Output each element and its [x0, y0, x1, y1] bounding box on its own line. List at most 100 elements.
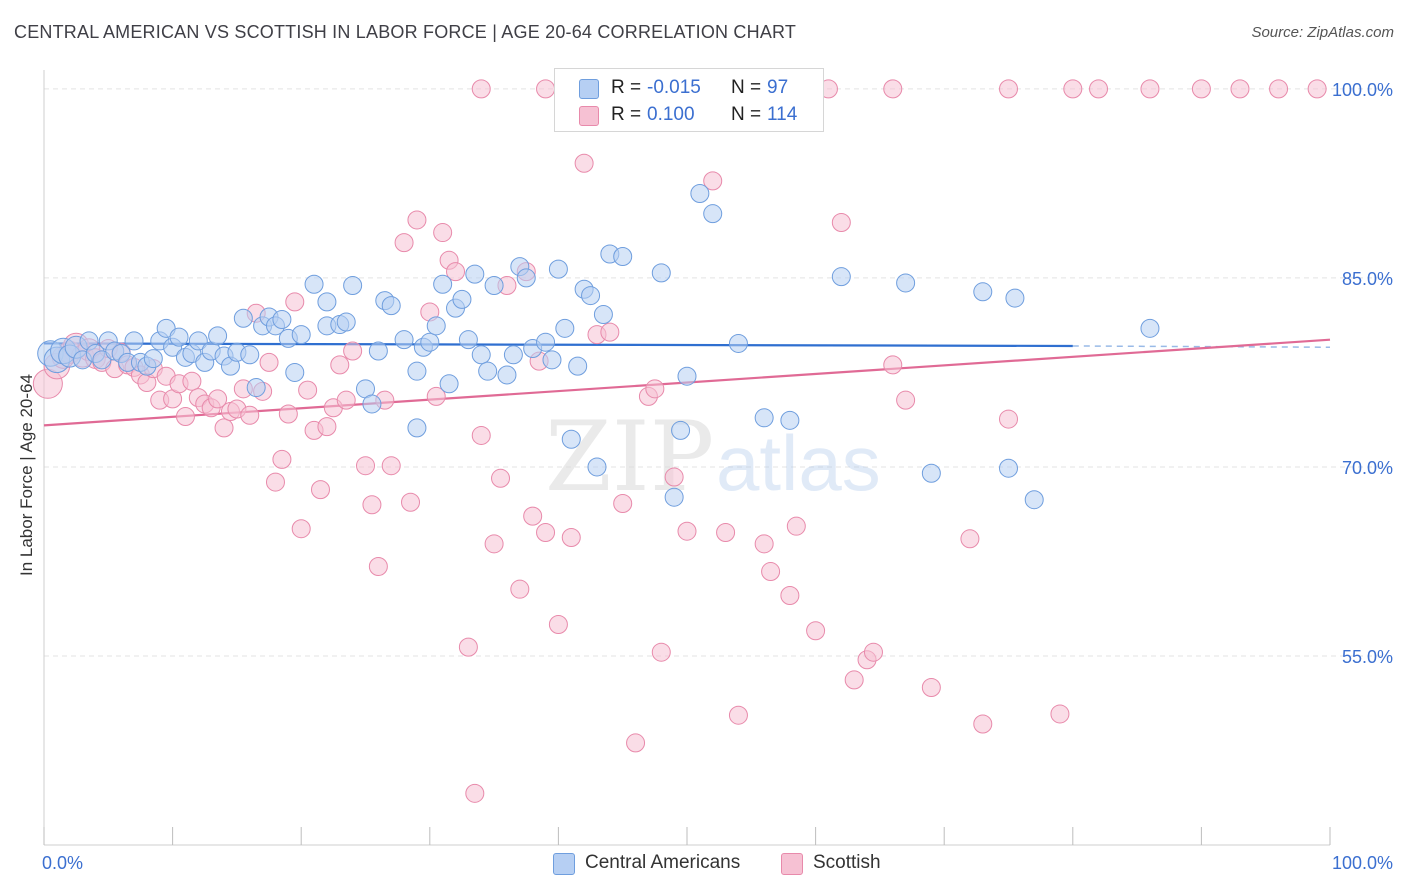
point-scottish — [921, 677, 941, 697]
point-scottish — [1269, 79, 1289, 99]
chart-title: CENTRAL AMERICAN VS SCOTTISH IN LABOR FO… — [14, 22, 797, 42]
point-scottish — [401, 492, 421, 512]
point-scottish — [278, 404, 298, 424]
point-scottish — [208, 389, 228, 409]
point-central-american — [671, 420, 691, 440]
correlation-legend: R = -0.015 N = 97 R = 0.100 N = 114 — [554, 68, 824, 132]
point-central-american — [478, 361, 498, 381]
point-central-american — [452, 289, 472, 309]
legend-label: Central Americans — [585, 852, 741, 873]
point-scottish — [407, 210, 427, 230]
point-scottish — [999, 409, 1018, 429]
point-scottish — [1089, 79, 1109, 99]
point-central-american — [458, 330, 478, 350]
point-scottish — [536, 79, 556, 99]
point-scottish — [465, 783, 485, 803]
point-scottish — [716, 522, 736, 542]
point-central-american — [921, 463, 941, 483]
point-scottish — [960, 529, 980, 549]
point-central-american — [548, 259, 568, 279]
point-scottish — [561, 528, 581, 548]
point-central-american — [516, 268, 536, 288]
point-scottish — [433, 223, 453, 243]
point-scottish — [754, 534, 774, 554]
point-scottish — [175, 407, 195, 427]
point-central-american — [246, 378, 266, 398]
legend-swatch-pink — [781, 853, 803, 875]
y-tick-label: 55.0% — [1342, 647, 1393, 667]
point-central-american — [407, 418, 427, 438]
point-scottish — [240, 405, 260, 425]
point-scottish — [484, 534, 504, 554]
point-scottish — [285, 292, 305, 312]
point-scottish — [381, 456, 401, 476]
point-scottish — [831, 212, 851, 232]
legend-swatch-blue — [553, 853, 575, 875]
point-scottish — [1230, 79, 1250, 99]
point-scottish — [1140, 79, 1160, 99]
point-central-american — [143, 349, 163, 369]
point-scottish — [310, 480, 330, 500]
point-scottish — [600, 322, 620, 342]
legend-r-value: 0.100 — [647, 104, 695, 125]
point-scottish — [844, 670, 864, 690]
point-central-american — [188, 331, 208, 351]
point-central-american — [896, 273, 916, 293]
point-scottish — [677, 521, 697, 541]
point-scottish — [1191, 79, 1211, 99]
point-scottish — [1050, 704, 1070, 724]
point-central-american — [690, 183, 710, 203]
point-central-american — [169, 327, 189, 347]
point-central-american — [368, 341, 388, 361]
point-scottish — [973, 714, 993, 734]
point-central-american — [471, 345, 491, 365]
point-central-american — [484, 275, 504, 295]
point-scottish — [343, 341, 363, 361]
y-axis-label: In Labor Force | Age 20-64 — [17, 374, 36, 576]
tick-labels: 100.0% 85.0% 70.0% 55.0% 0.0% 100.0% — [42, 80, 1393, 873]
y-tick-label: 100.0% — [1332, 80, 1393, 100]
point-scottish — [651, 642, 671, 662]
point-central-american — [465, 264, 485, 284]
point-central-american — [394, 330, 414, 350]
legend-swatch-pink — [579, 106, 599, 126]
point-central-american — [568, 356, 588, 376]
point-scottish — [491, 468, 511, 488]
point-scottish — [272, 449, 292, 469]
point-scottish — [1063, 79, 1083, 99]
point-central-american — [336, 312, 356, 332]
point-scottish — [471, 79, 491, 99]
point-central-american — [754, 408, 774, 428]
point-central-american — [317, 292, 337, 312]
point-scottish — [291, 519, 311, 539]
watermark: ZIP atlas — [545, 401, 881, 513]
point-central-american — [426, 316, 446, 336]
point-central-american — [503, 345, 523, 365]
point-central-american — [291, 325, 311, 345]
point-scottish — [336, 390, 356, 410]
point-central-american — [381, 296, 401, 316]
point-scottish — [645, 379, 665, 399]
point-central-american — [593, 304, 613, 324]
x-tick-label: 0.0% — [42, 853, 83, 873]
watermark-atlas: atlas — [716, 419, 881, 507]
point-scottish — [362, 495, 382, 515]
point-scottish — [330, 355, 350, 375]
point-central-american — [555, 318, 575, 338]
point-scottish — [664, 467, 684, 487]
legend-n-label: N = — [731, 104, 762, 125]
point-central-american — [581, 286, 601, 306]
point-central-american — [343, 275, 363, 295]
point-scottish — [883, 355, 903, 375]
data-points — [32, 79, 1327, 803]
point-scottish — [703, 171, 723, 191]
point-scottish — [574, 153, 594, 173]
point-central-american — [304, 274, 324, 294]
y-tick-label: 85.0% — [1342, 269, 1393, 289]
point-scottish — [368, 557, 388, 577]
y-tick-label: 70.0% — [1342, 458, 1393, 478]
point-scottish — [896, 390, 916, 410]
legend-n-label: N = — [731, 77, 762, 98]
point-central-american — [124, 331, 144, 351]
point-central-american — [651, 263, 671, 283]
